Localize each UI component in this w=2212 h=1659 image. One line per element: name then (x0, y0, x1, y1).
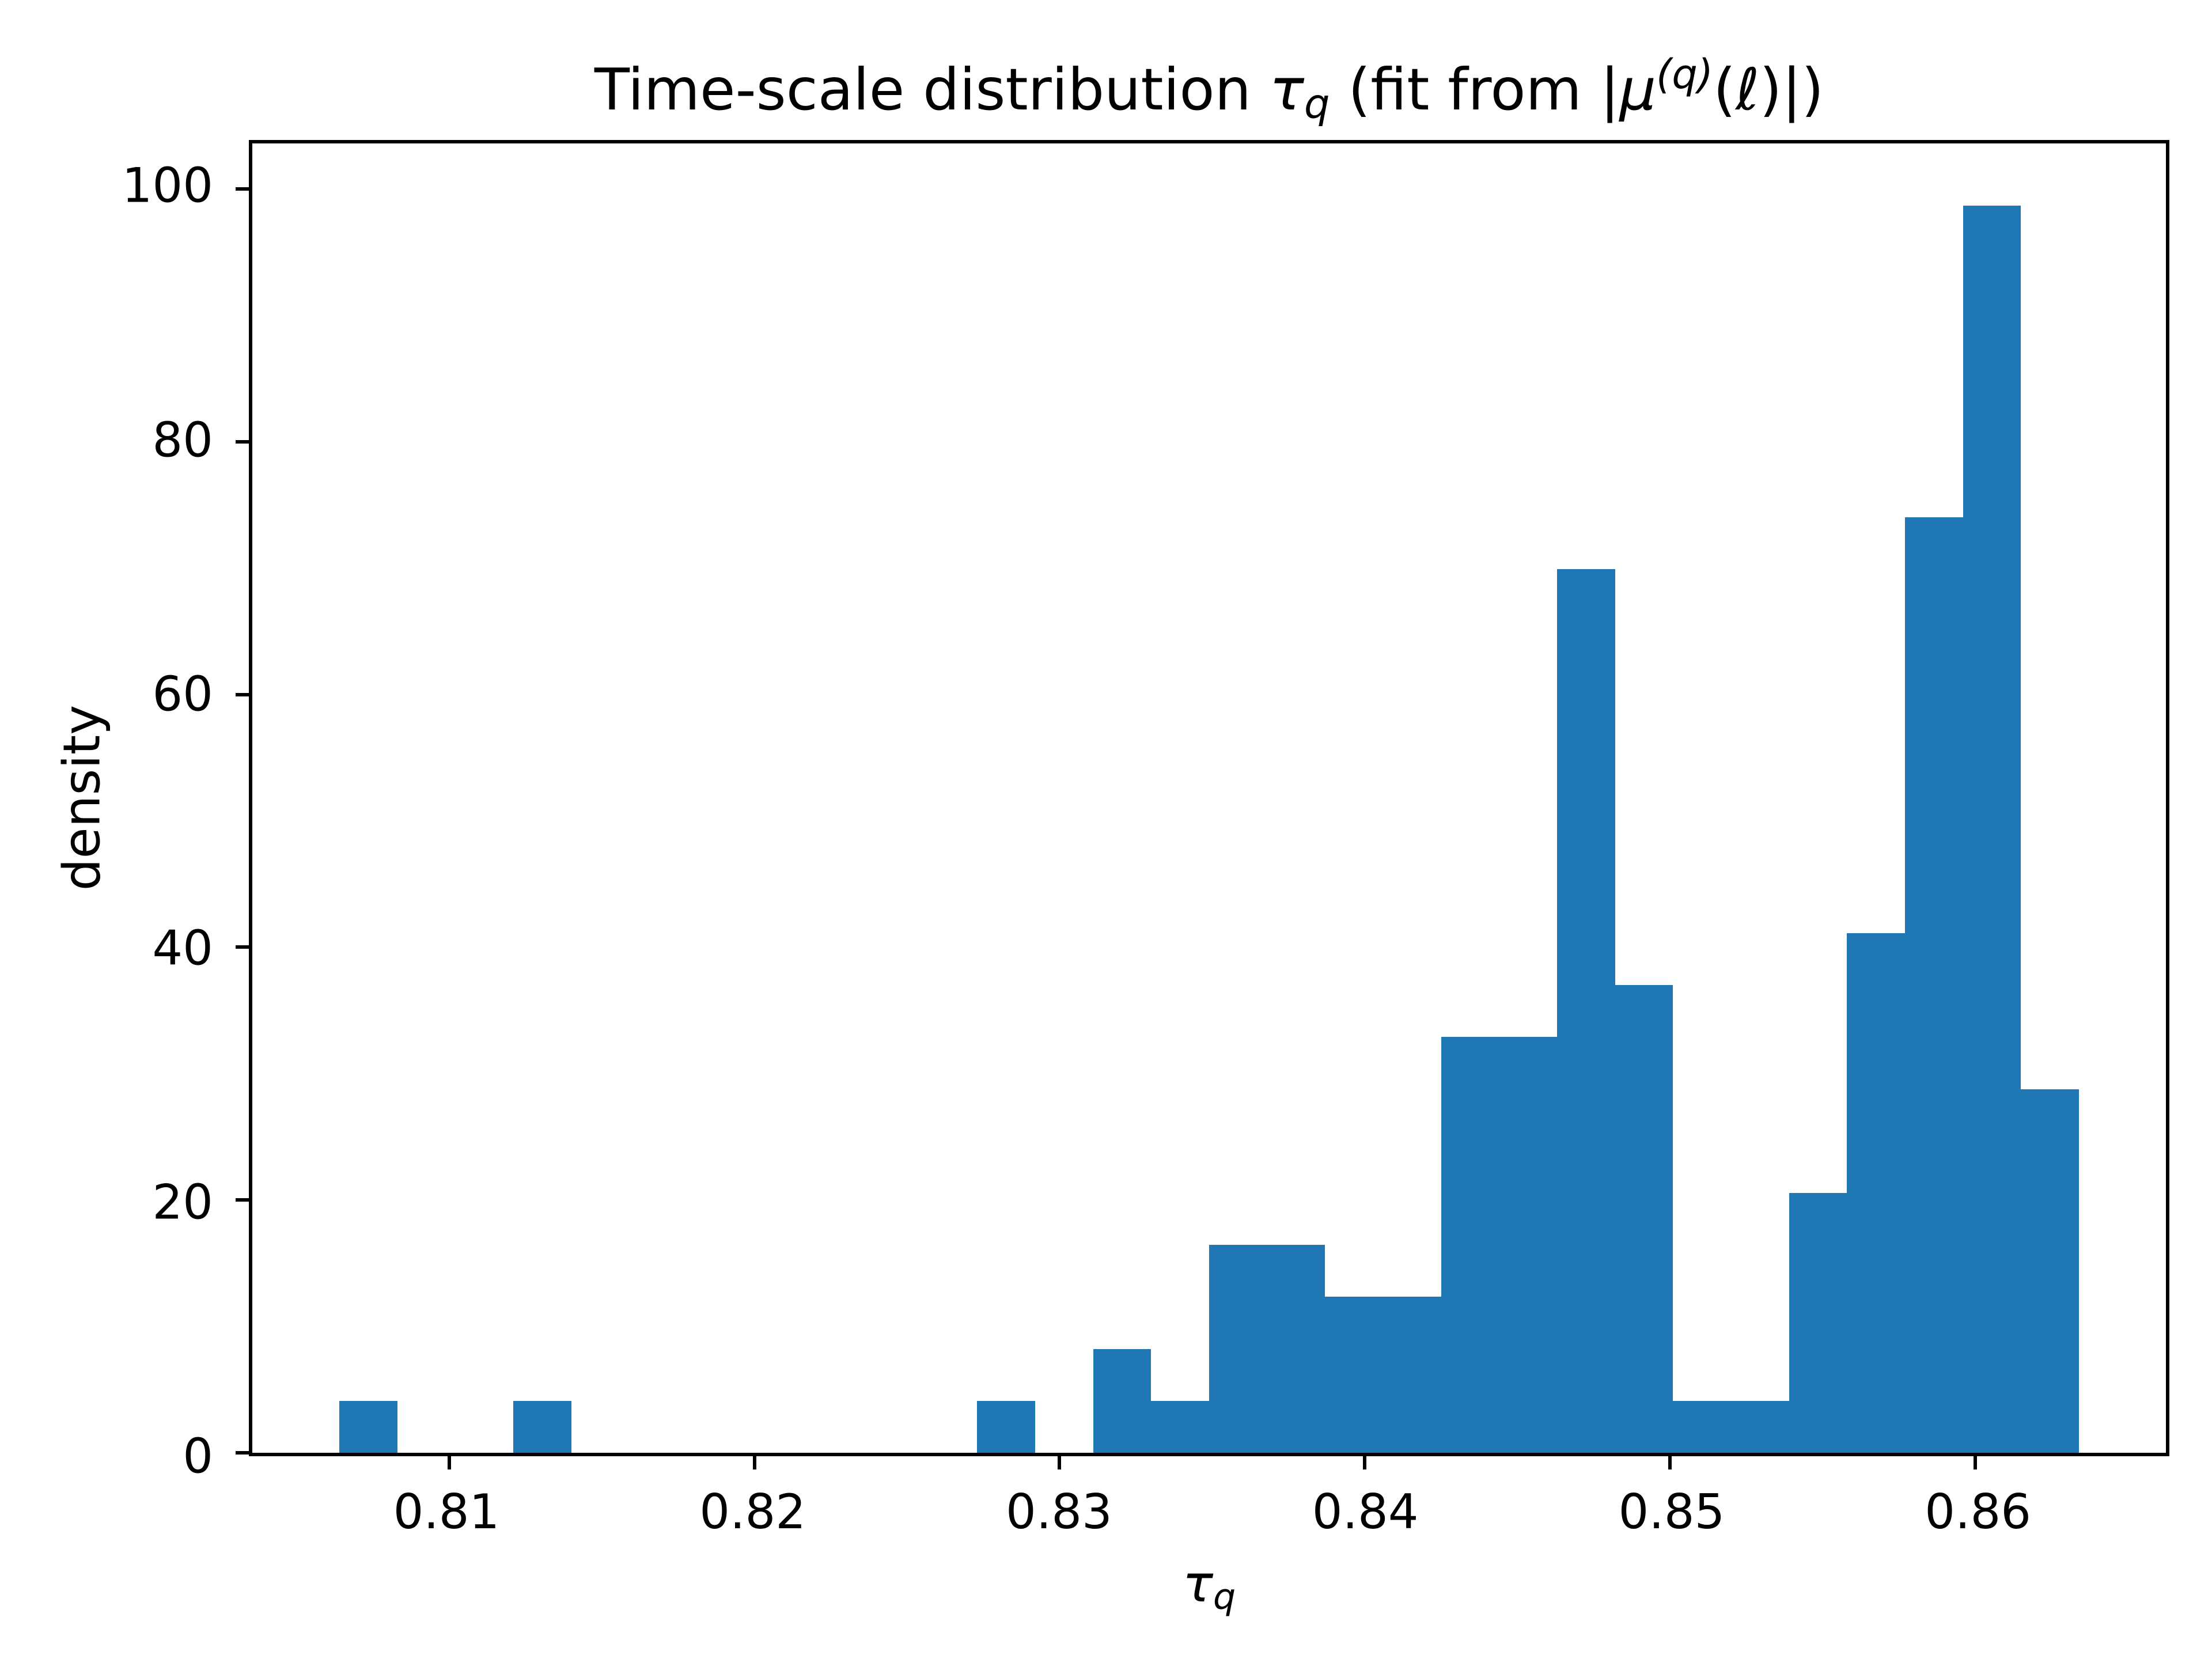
text-segment: τ (1269, 55, 1304, 123)
x-tick-label: 0.84 (1312, 1484, 1419, 1540)
histogram-bar (977, 1400, 1035, 1453)
histogram-bar (1615, 985, 1673, 1453)
histogram-bar (1325, 1297, 1383, 1453)
histogram-bar (1209, 1245, 1267, 1453)
text-segment: q (1213, 1575, 1236, 1618)
histogram-bar (1267, 1245, 1325, 1453)
histogram-bar (1673, 1400, 1731, 1453)
chart-title: Time-scale distribution τq (fit from |μ(… (249, 51, 2169, 128)
text-segment: μ (1619, 55, 1657, 123)
y-tick-label: 80 (152, 412, 213, 468)
histogram-bar (1557, 569, 1615, 1453)
histogram-bar (1441, 1037, 1499, 1453)
text-segment: (ℓ)|) (1713, 55, 1824, 123)
x-tick-mark (1058, 1453, 1062, 1469)
x-tick-label: 0.85 (1618, 1484, 1725, 1540)
x-tick-label: 0.82 (699, 1484, 806, 1540)
text-segment: Time-scale distribution (594, 55, 1270, 123)
x-tick-label: 0.86 (1925, 1484, 2032, 1540)
histogram-bar (513, 1400, 571, 1453)
histogram-bar (1383, 1297, 1441, 1453)
x-tick-mark (752, 1453, 756, 1469)
y-axis-label-text: density (52, 704, 112, 891)
histogram-bars (252, 143, 2166, 1453)
x-tick-mark (1363, 1453, 1367, 1469)
y-tick-label: 40 (152, 920, 213, 976)
y-tick-label: 60 (152, 666, 213, 722)
histogram-bar (1093, 1349, 1152, 1453)
x-tick-mark (1973, 1453, 1977, 1469)
histogram-bar (1847, 933, 1905, 1453)
y-tick-label: 100 (122, 157, 213, 214)
y-tick-label: 20 (152, 1174, 213, 1230)
x-axis-label: τq (249, 1554, 2169, 1618)
histogram-bar (1151, 1400, 1209, 1453)
y-tick-mark (236, 1451, 252, 1455)
histogram-bar (1499, 1037, 1557, 1453)
y-tick-label: 0 (183, 1428, 213, 1484)
x-tick-label: 0.81 (393, 1484, 500, 1540)
histogram-bar (339, 1400, 397, 1453)
x-tick-mark (447, 1453, 451, 1469)
text-segment: τ (1182, 1554, 1213, 1613)
y-tick-mark (236, 187, 252, 191)
x-tick-mark (1668, 1453, 1672, 1469)
y-tick-mark (236, 692, 252, 696)
histogram-bar (1905, 517, 1963, 1453)
y-tick-mark (236, 945, 252, 949)
y-tick-mark (236, 1198, 252, 1202)
text-segment: (q) (1656, 51, 1714, 98)
plot-area (236, 140, 2169, 1469)
histogram-bar (1963, 205, 2021, 1453)
y-tick-mark (236, 440, 252, 444)
histogram-bar (1731, 1400, 1789, 1453)
histogram-bar (1789, 1192, 1847, 1453)
x-tick-label: 0.83 (1006, 1484, 1112, 1540)
histogram-bar (2021, 1089, 2079, 1453)
text-segment: q (1304, 80, 1330, 128)
text-segment: (fit from | (1330, 55, 1620, 123)
